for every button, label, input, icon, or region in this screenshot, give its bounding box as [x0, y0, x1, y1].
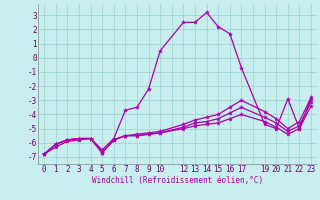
- X-axis label: Windchill (Refroidissement éolien,°C): Windchill (Refroidissement éolien,°C): [92, 176, 263, 185]
